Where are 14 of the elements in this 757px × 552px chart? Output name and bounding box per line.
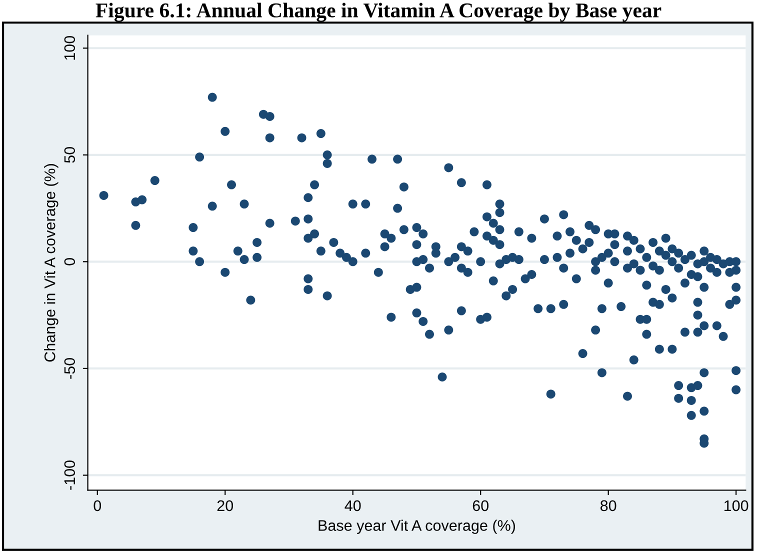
x-tick-label: 100 bbox=[724, 500, 748, 512]
y-axis-title: Change in Vit A coverage (%) bbox=[44, 164, 58, 362]
y-tick-label: 100 bbox=[64, 36, 76, 60]
x-tick-label: 80 bbox=[600, 500, 616, 512]
x-tick-label: 0 bbox=[94, 500, 102, 512]
y-tick-label: 50 bbox=[64, 147, 76, 163]
x-tick-label: 60 bbox=[472, 500, 488, 512]
chart-title: Figure 6.1: Annual Change in Vitamin A Coverage by Base year bbox=[96, 2, 662, 22]
x-axis-title: Base year Vit A coverage (%) bbox=[318, 520, 516, 534]
y-tick-label: -50 bbox=[64, 358, 76, 379]
y-tick-label: -100 bbox=[64, 460, 76, 490]
y-tick-label: 0 bbox=[64, 258, 76, 266]
x-tick-label: 20 bbox=[217, 500, 234, 512]
x-tick-label: 40 bbox=[344, 500, 361, 512]
